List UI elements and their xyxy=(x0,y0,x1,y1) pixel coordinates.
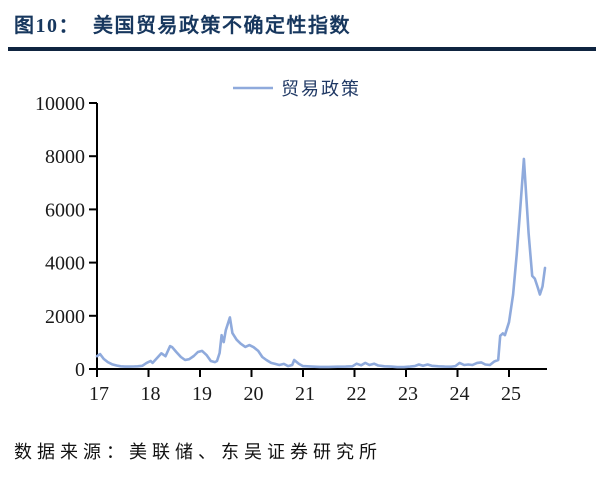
source-note: 数据来源：美联储、东吴证券研究所 xyxy=(14,442,382,462)
x-tick-label: 20 xyxy=(244,383,264,405)
trade-policy-line xyxy=(95,157,547,369)
x-tick-label: 17 xyxy=(89,383,109,405)
x-tick-label: 24 xyxy=(450,383,470,405)
x-tick-label: 18 xyxy=(141,383,161,405)
y-tick-label: 6000 xyxy=(45,199,85,221)
figure-title: 图10： 美国贸易政策不确定性指数 xyxy=(14,15,351,37)
legend-label: 贸易政策 xyxy=(281,79,361,99)
chart-canvas: 0 2000 4000 6000 8000 10000 17 18 19 20 21 22 23 24 25… xyxy=(35,79,547,405)
x-tick-label: 19 xyxy=(192,383,212,405)
y-tick-label: 2000 xyxy=(45,306,85,328)
x-tick-label: 22 xyxy=(347,383,367,405)
x-tick-label: 25 xyxy=(501,383,521,405)
x-tick-label: 21 xyxy=(295,383,315,405)
x-tick-label: 23 xyxy=(398,383,418,405)
y-tick-label: 4000 xyxy=(45,253,85,275)
y-tick-label: 8000 xyxy=(45,146,85,168)
title-divider xyxy=(8,47,596,51)
y-tick-label: 10000 xyxy=(35,93,85,115)
y-tick-label: 0 xyxy=(75,359,85,381)
